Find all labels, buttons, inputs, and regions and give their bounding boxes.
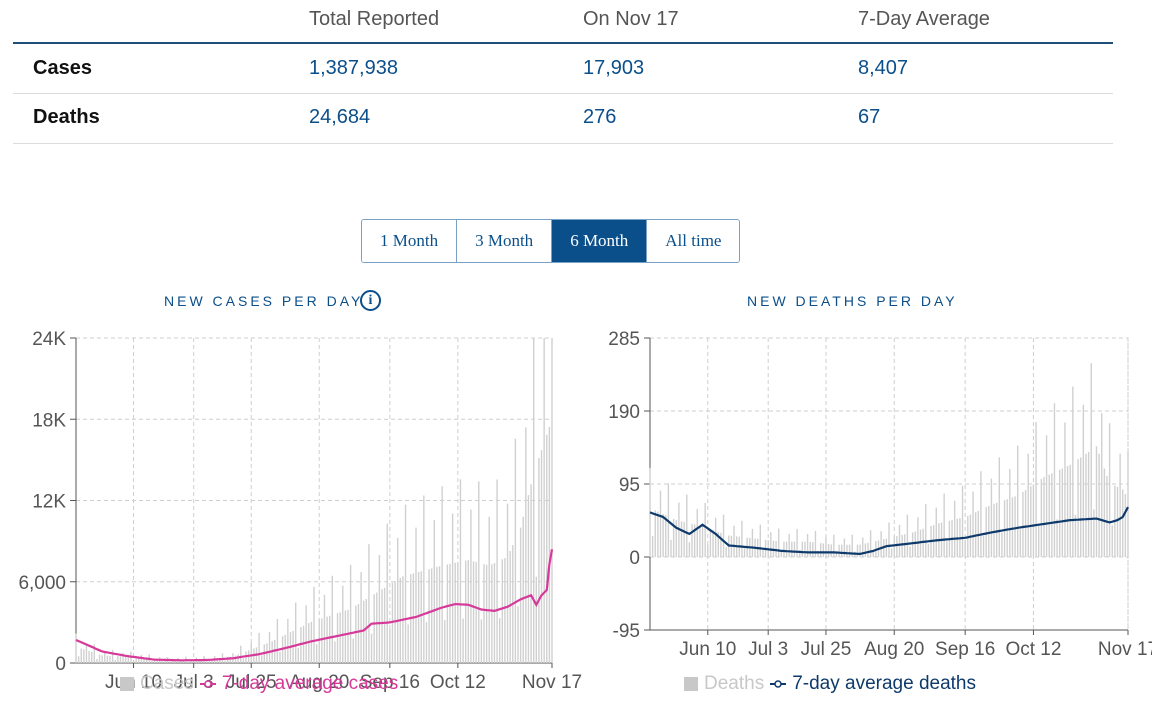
cases-chart-title: NEW CASES PER DAY (164, 293, 364, 309)
deaths-legend-line-label: 7-day average deaths (792, 673, 976, 694)
range-all-time-button[interactable]: All time (647, 220, 740, 262)
cases-y-tick-label: 12K (32, 492, 66, 513)
range-6-month-button[interactable]: 6 Month (552, 220, 648, 262)
cases-y-tick-label: 18K (32, 410, 66, 431)
cases-x-tick-label: Aug 20 (289, 672, 349, 693)
header-7day-average: 7-Day Average (858, 8, 990, 30)
deaths-legend: Deaths 7-day average deaths (684, 673, 976, 695)
deaths-legend-line-marker (770, 680, 787, 688)
deaths-x-tick-label: Jun 10 (679, 639, 736, 660)
range-3-month-button[interactable]: 3 Month (457, 220, 553, 262)
deaths-y-tick-label: -95 (613, 621, 640, 642)
deaths-y-tick-label: 285 (608, 329, 640, 350)
deaths-x-tick-label: Aug 20 (864, 639, 924, 660)
cases-average-line (75, 549, 554, 662)
deaths-chart-title: NEW DEATHS PER DAY (747, 293, 958, 309)
deaths-y-tick-label: 95 (619, 475, 640, 496)
deaths-y-tick-label: 190 (608, 402, 640, 423)
cases-x-tick-label: Jul 25 (226, 672, 277, 693)
header-total-reported: Total Reported (309, 8, 440, 30)
header-divider (13, 42, 1113, 44)
cases-x-tick-label: Oct 12 (430, 672, 486, 693)
row-divider (13, 93, 1113, 94)
deaths-total: 24,684 (309, 106, 371, 128)
cases-y-tick-label: 0 (55, 654, 66, 675)
cases-7day-average: 8,407 (858, 57, 909, 79)
cases-legend: Cases 7-day average cases (120, 673, 398, 695)
cases-legend-swatch (120, 677, 134, 691)
cases-legend-bars-label: Cases (140, 673, 194, 694)
deaths-x-tick-label: Oct 12 (1005, 639, 1061, 660)
cases-on-date: 17,903 (583, 57, 645, 79)
deaths-legend-bars-label: Deaths (704, 673, 765, 694)
header-on-date: On Nov 17 (583, 8, 679, 30)
deaths-average-line (649, 506, 1129, 556)
cases-x-tick-label: Jul 3 (174, 672, 214, 693)
range-1-month-button[interactable]: 1 Month (362, 220, 458, 262)
deaths-x-tick-label: Nov 17 (1098, 639, 1152, 660)
cases-x-tick-label: Nov 17 (522, 672, 582, 693)
row-label-cases: Cases (33, 57, 92, 79)
cases-legend-line-label: 7-day average cases (221, 673, 399, 694)
cases-total: 1,387,938 (309, 57, 398, 79)
deaths-y-tick-label: 0 (629, 548, 640, 569)
deaths-legend-swatch (684, 677, 698, 691)
cases-legend-line-marker (199, 680, 216, 688)
time-range-toggle: 1 Month 3 Month 6 Month All time (361, 219, 741, 263)
deaths-7day-average: 67 (858, 106, 881, 128)
deaths-on-date: 276 (583, 106, 617, 128)
cases-y-tick-label: 6,000 (18, 573, 66, 594)
deaths-x-tick-label: Jul 25 (801, 639, 852, 660)
cases-x-tick-label: Sep 16 (360, 672, 420, 693)
row-label-deaths: Deaths (33, 106, 100, 128)
info-icon[interactable]: i (360, 290, 381, 311)
deaths-x-tick-label: Jul 3 (748, 639, 788, 660)
cases-y-tick-label: 24K (32, 329, 66, 350)
deaths-x-tick-label: Sep 16 (935, 639, 995, 660)
row-divider (13, 143, 1113, 144)
